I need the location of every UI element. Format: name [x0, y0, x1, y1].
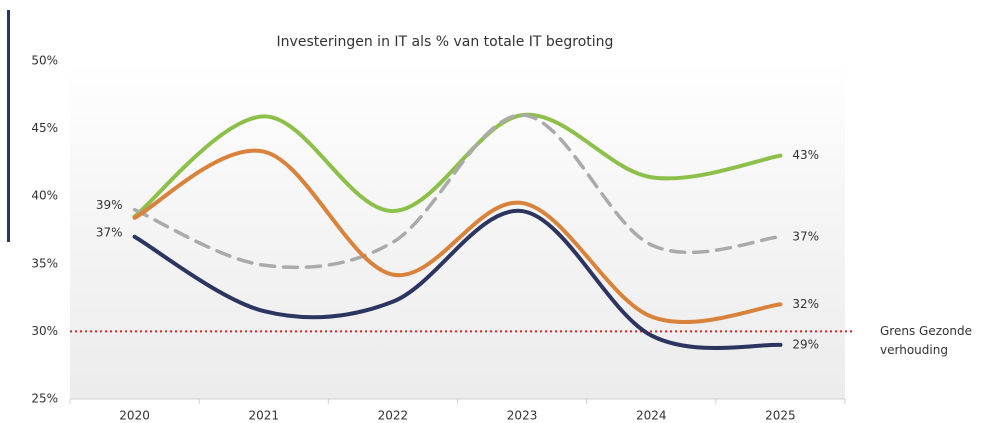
series-line [132, 113, 783, 270]
accent-bar [7, 10, 10, 242]
data-label: 32% [792, 297, 819, 311]
plot-background [70, 61, 845, 399]
series-line [132, 112, 783, 219]
x-tick-label: 2021 [248, 409, 279, 423]
y-tick-label: 45% [31, 121, 58, 135]
x-tick-label: 2020 [119, 409, 150, 423]
x-tick-label: 2022 [378, 409, 409, 423]
y-tick-label: 50% [31, 54, 58, 68]
y-tick-label: 40% [31, 189, 58, 203]
data-label: 43% [792, 148, 819, 162]
chart-title: Investeringen in IT als % van totale IT … [277, 34, 614, 50]
reference-label: Grens Gezonde [880, 324, 972, 338]
reference-label: verhouding [880, 343, 948, 357]
x-tick-label: 2025 [765, 409, 796, 423]
data-label: 37% [792, 229, 819, 243]
y-tick-label: 30% [31, 324, 58, 338]
y-tick-label: 35% [31, 256, 58, 270]
y-tick-label: 25% [31, 392, 58, 406]
data-label: 29% [792, 337, 819, 351]
series-line [132, 148, 783, 325]
x-tick-label: 2023 [507, 409, 538, 423]
data-label: 37% [96, 225, 123, 239]
data-label: 39% [96, 198, 123, 212]
series-line [132, 209, 783, 351]
x-tick-label: 2024 [636, 409, 667, 423]
